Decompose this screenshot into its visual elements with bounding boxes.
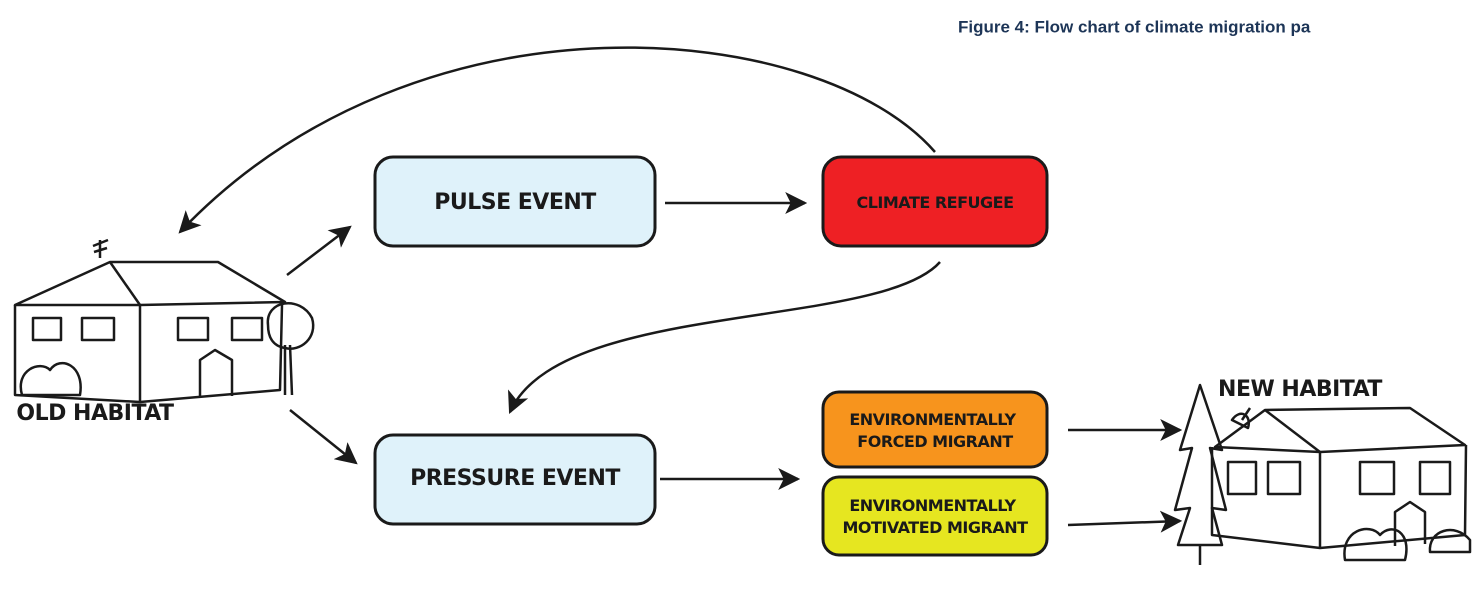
new-habitat-house xyxy=(1175,385,1470,565)
label-line: CLIMATE REFUGEE xyxy=(856,193,1013,212)
node-label: OLD HABITAT xyxy=(16,401,174,426)
label-line: NEW HABITAT xyxy=(1218,377,1382,402)
diagram: Figure 4: Flow chart of climate migratio… xyxy=(0,0,1480,589)
label-line: PRESSURE EVENT xyxy=(410,466,620,491)
arrow xyxy=(290,410,356,463)
label-line: PULSE EVENT xyxy=(434,190,596,215)
arrow xyxy=(1068,521,1180,525)
label-line: ENVIRONMENTALLY xyxy=(849,496,1016,515)
arrow xyxy=(287,227,350,275)
node-label: CLIMATE REFUGEE xyxy=(856,193,1013,212)
curve-arrow xyxy=(510,262,940,412)
node-label: NEW HABITAT xyxy=(1218,377,1382,402)
node-label: PRESSURE EVENT xyxy=(410,466,620,491)
label-line: ENVIRONMENTALLY xyxy=(849,410,1016,429)
figure-title: Figure 4: Flow chart of climate migratio… xyxy=(958,17,1311,36)
label-line: OLD HABITAT xyxy=(16,401,174,426)
node-label: PULSE EVENT xyxy=(434,190,596,215)
motivated-migrant-box xyxy=(823,477,1047,555)
label-line: FORCED MIGRANT xyxy=(857,432,1013,451)
label-line: MOTIVATED MIGRANT xyxy=(842,518,1028,537)
forced-migrant-box xyxy=(823,392,1047,467)
old-habitat-house xyxy=(15,240,313,402)
page: {"title": "Figure 4: Flow chart of clima… xyxy=(0,0,1480,589)
